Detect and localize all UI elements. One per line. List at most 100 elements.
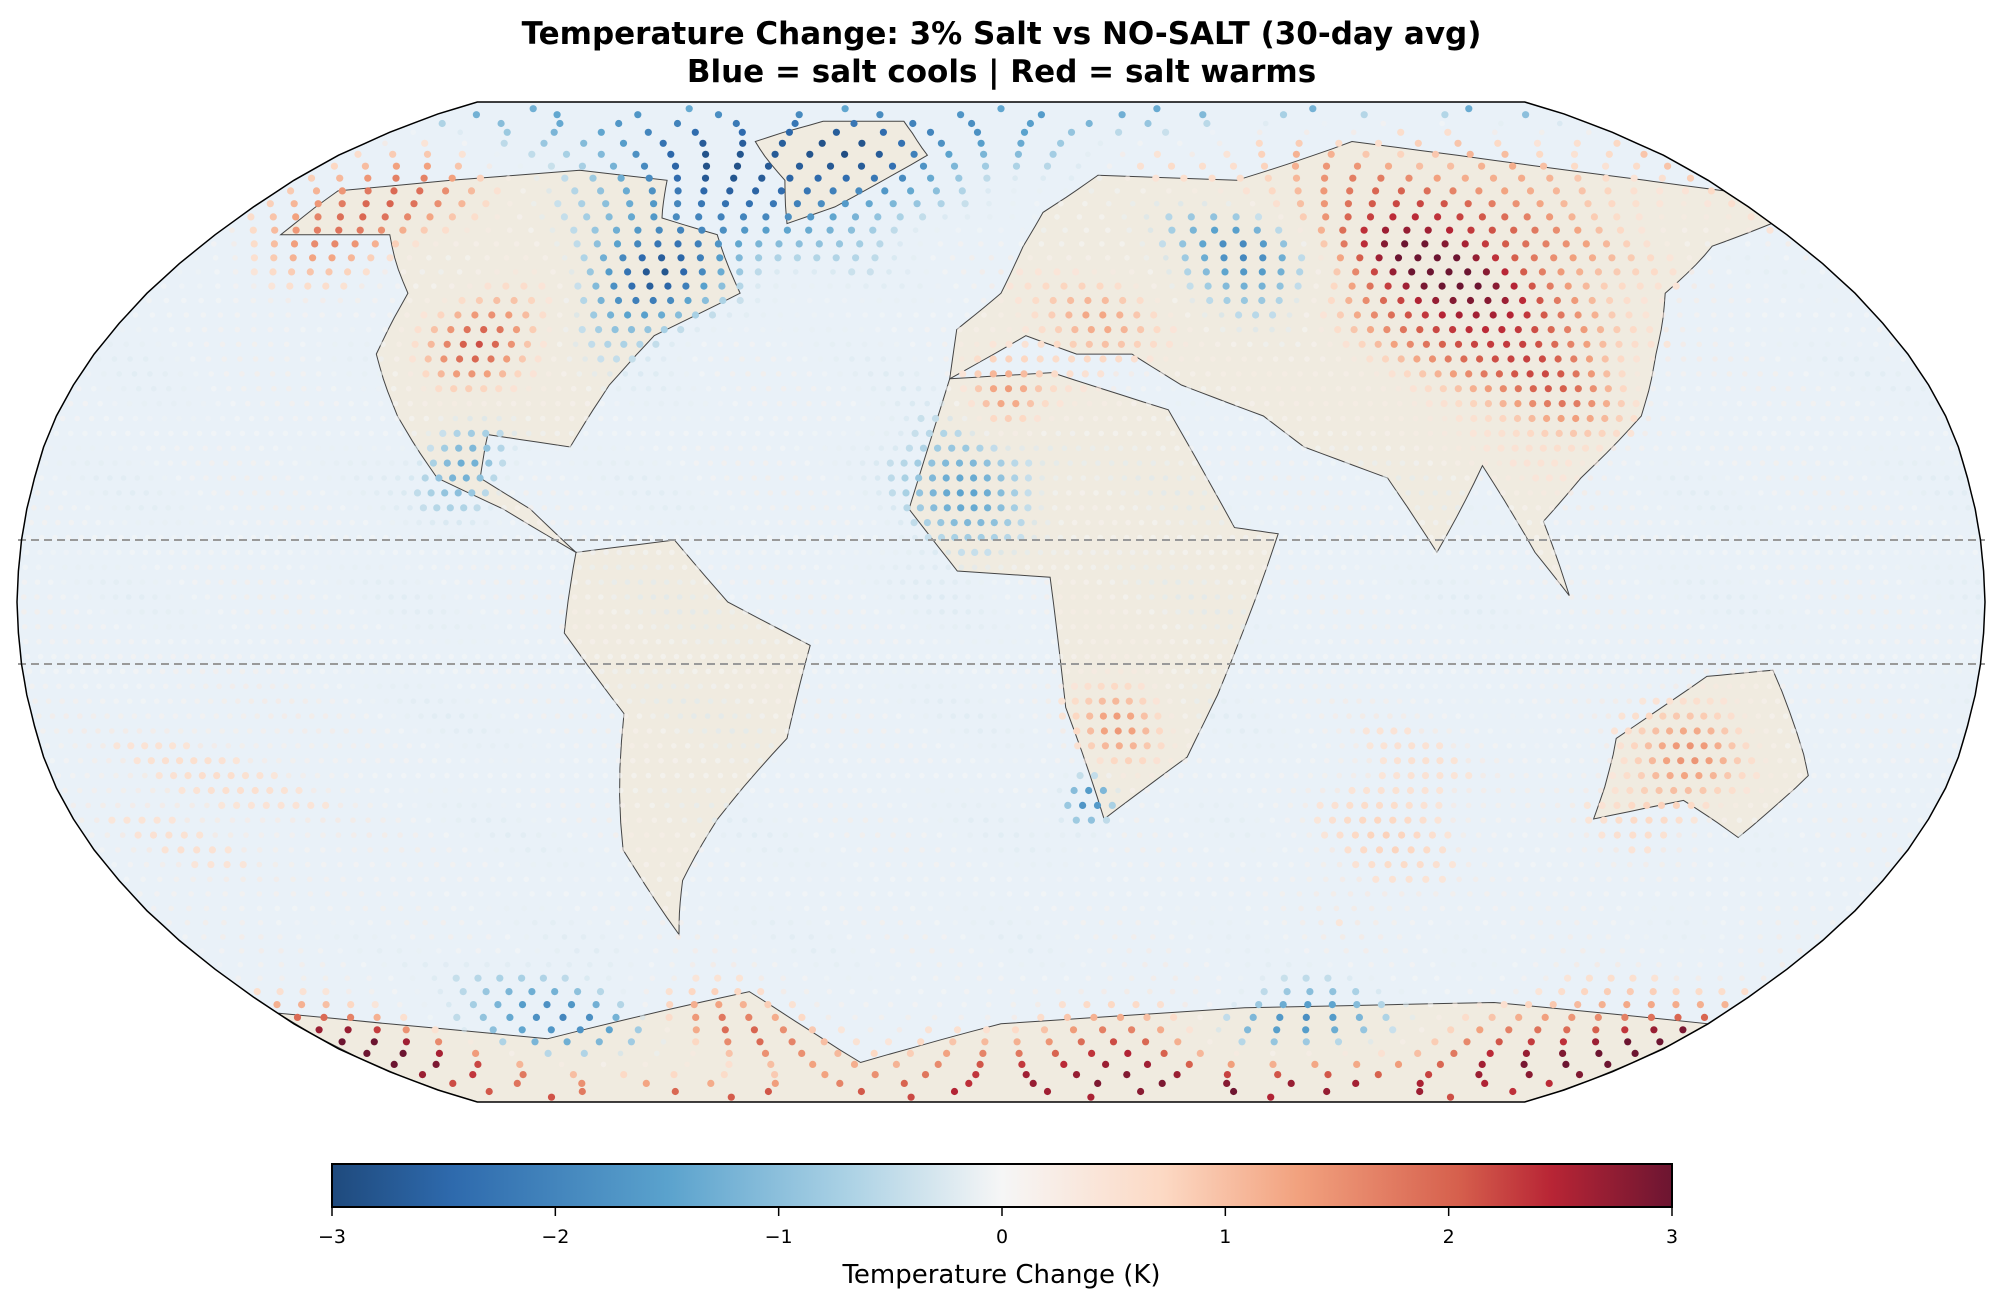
data-point	[401, 579, 408, 585]
data-point	[1069, 1026, 1078, 1034]
data-point	[1306, 988, 1314, 996]
data-point	[1697, 475, 1703, 481]
data-point	[884, 1038, 893, 1046]
data-point	[441, 579, 447, 585]
data-point	[1403, 1001, 1409, 1008]
data-point	[1825, 490, 1832, 496]
data-point	[1624, 934, 1631, 940]
data-point	[1581, 624, 1587, 630]
data-point	[290, 891, 297, 897]
data-point	[604, 802, 611, 809]
data-point	[1156, 876, 1162, 883]
data-point	[1375, 846, 1384, 854]
data-point	[1273, 876, 1279, 883]
data-point	[320, 1013, 328, 1022]
data-point	[845, 460, 852, 466]
data-point	[1093, 934, 1099, 940]
data-point	[1280, 974, 1288, 982]
data-point	[850, 1060, 859, 1068]
data-point	[1163, 653, 1170, 660]
data-point	[998, 757, 1004, 764]
data-point	[998, 832, 1004, 838]
data-point	[177, 728, 184, 734]
data-point	[1527, 905, 1534, 912]
data-point	[1825, 891, 1831, 897]
data-point	[1566, 519, 1573, 526]
data-point	[1537, 713, 1543, 719]
data-point	[717, 772, 724, 779]
data-point	[1196, 713, 1202, 719]
data-point	[75, 564, 81, 571]
data-point	[262, 698, 268, 704]
data-point	[128, 564, 134, 571]
data-point	[270, 772, 278, 780]
data-point	[1489, 579, 1496, 585]
data-point	[1191, 861, 1198, 868]
data-point	[1948, 579, 1955, 585]
data-point	[356, 876, 363, 883]
data-point	[361, 460, 368, 466]
data-point	[1818, 728, 1825, 734]
data-point	[798, 728, 804, 734]
data-point	[1513, 490, 1520, 496]
data-point	[1802, 787, 1809, 794]
data-point	[1372, 594, 1378, 600]
data-point	[1437, 579, 1443, 585]
data-point	[1391, 846, 1399, 854]
data-point	[363, 713, 370, 719]
data-point	[932, 549, 938, 556]
data-point	[1864, 713, 1871, 719]
data-point	[884, 757, 891, 764]
data-point	[620, 988, 627, 995]
data-point	[1393, 638, 1400, 645]
data-point	[421, 1001, 428, 1008]
data-point	[404, 713, 411, 719]
data-point	[1687, 801, 1695, 810]
data-point	[1904, 787, 1911, 794]
data-point	[532, 668, 538, 675]
data-point	[546, 579, 552, 585]
data-point	[761, 847, 768, 853]
data-point	[1866, 490, 1873, 496]
data-point	[1385, 594, 1391, 600]
data-point	[1222, 638, 1228, 645]
data-point	[1706, 534, 1712, 541]
data-point	[679, 802, 685, 809]
data-point	[862, 490, 869, 496]
data-point	[1722, 905, 1728, 912]
data-point	[1505, 1026, 1513, 1034]
data-point	[314, 772, 321, 779]
data-point	[979, 934, 985, 940]
data-point	[1699, 624, 1705, 630]
data-point	[404, 564, 411, 571]
data-point	[391, 988, 398, 995]
data-point	[1890, 757, 1896, 764]
data-point	[244, 594, 250, 600]
data-point	[1712, 609, 1719, 615]
data-point	[1644, 742, 1652, 750]
data-point	[450, 861, 456, 868]
data-point	[1776, 934, 1782, 940]
data-point	[271, 475, 278, 481]
data-point	[1173, 1071, 1181, 1079]
data-point	[1840, 743, 1847, 749]
data-point	[991, 683, 998, 690]
data-point	[737, 475, 744, 481]
data-point	[126, 460, 132, 466]
data-point	[768, 743, 775, 749]
data-point	[1059, 961, 1066, 968]
data-point	[57, 505, 64, 511]
data-point	[1035, 1001, 1041, 1008]
data-point	[1005, 728, 1011, 734]
data-point	[1481, 505, 1488, 511]
data-point	[207, 638, 214, 645]
data-point	[1503, 594, 1509, 600]
data-point	[667, 847, 673, 853]
data-point	[1263, 905, 1269, 912]
data-point	[1174, 1038, 1182, 1046]
data-point	[162, 683, 169, 690]
data-point	[1722, 549, 1728, 556]
data-point	[846, 534, 852, 541]
data-point	[1572, 876, 1579, 883]
data-point	[1306, 609, 1312, 615]
